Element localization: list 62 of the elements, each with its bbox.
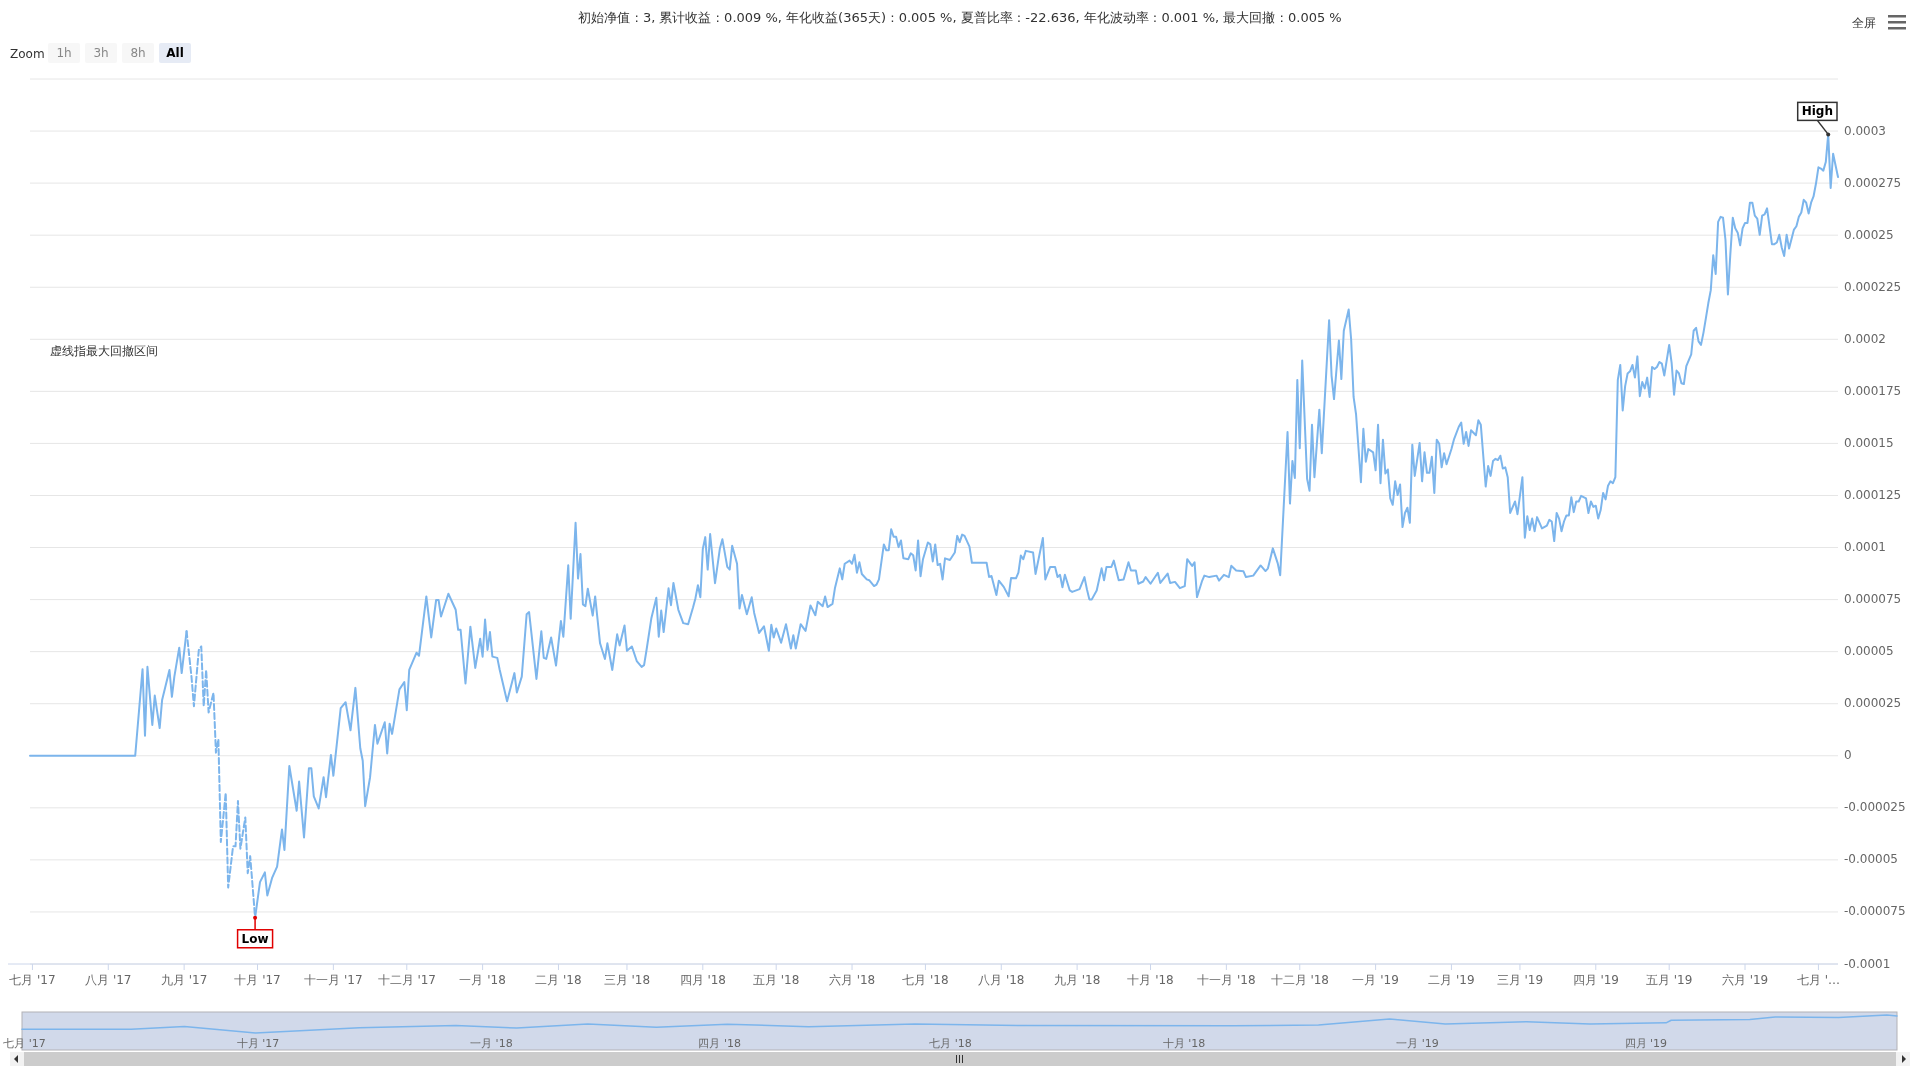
y-tick-label: 0.0001 xyxy=(1844,540,1886,555)
annotation: Low xyxy=(241,931,269,946)
button: All xyxy=(159,43,191,63)
button: 1h xyxy=(48,43,80,63)
y-tick-label: 0.000275 xyxy=(1844,175,1902,190)
x-tick-label: 三月 '19 xyxy=(1496,973,1544,987)
x-tick-label: 十一月 '17 xyxy=(304,973,363,987)
y-tick-label: 0 xyxy=(1844,748,1852,763)
x-tick-label: 七月 '18 xyxy=(902,973,949,987)
y-tick-label: -0.000075 xyxy=(1844,904,1906,919)
y-tick-label: -0.00005 xyxy=(1844,852,1898,867)
button: 8h xyxy=(122,43,154,63)
y-tick-label: 0.000225 xyxy=(1844,279,1902,294)
flag: High xyxy=(1796,101,1838,137)
x-tick-label: 三月 '18 xyxy=(603,973,651,987)
y-tick-label: 0.000075 xyxy=(1844,592,1902,607)
x-tick-label: 一月 '19 xyxy=(1352,973,1399,987)
x-tick-label: 十月 '18 xyxy=(1162,1037,1206,1050)
x-tick-label: 八月 '17 xyxy=(85,973,132,987)
x-tick-label: 七月 '17 xyxy=(3,1037,46,1050)
x-tick-label: 四月 '18 xyxy=(698,1037,741,1050)
x-tick-label: 七月 '… xyxy=(1796,973,1840,987)
x-tick-label: 六月 '18 xyxy=(828,973,876,987)
x-tick-label: 九月 '18 xyxy=(1053,973,1101,987)
x-tick-label: 二月 '18 xyxy=(535,973,582,987)
x-tick-label: 十月 '17 xyxy=(236,1037,280,1050)
x-tick-label: 八月 '18 xyxy=(978,973,1025,987)
x-tick-label: 十月 '17 xyxy=(234,973,281,987)
x-tick-label: 七月 '18 xyxy=(929,1037,972,1050)
x-tick-label: 一月 '19 xyxy=(1396,1037,1439,1050)
annotation: High xyxy=(1801,104,1833,119)
text: Zoom xyxy=(10,47,45,61)
x-tick-label: 六月 '19 xyxy=(1721,973,1769,987)
button: 3h xyxy=(85,43,117,63)
x-tick-label: 十二月 '17 xyxy=(377,973,436,987)
y-tick-label: 0.0002 xyxy=(1844,331,1886,346)
x-tick-label: 二月 '19 xyxy=(1428,973,1475,987)
x-tick-label: 七月 '17 xyxy=(9,973,56,987)
x-tick-label: 五月 '18 xyxy=(753,973,800,987)
x-tick-label: 四月 '18 xyxy=(679,973,726,987)
y-tick-label: 0.000175 xyxy=(1844,383,1902,398)
y-tick-label: 0.000025 xyxy=(1844,696,1902,711)
text: 全屏 xyxy=(1852,16,1876,30)
x-tick-label: 九月 '17 xyxy=(160,973,208,987)
x-tick-label: 一月 '18 xyxy=(470,1037,513,1050)
x-tick-label: 十月 '18 xyxy=(1127,973,1174,987)
y-tick-label: 0.000125 xyxy=(1844,487,1902,502)
y-tick-label: 0.0003 xyxy=(1844,123,1886,138)
flag: Low xyxy=(236,915,274,949)
y-tick-label: 0.00025 xyxy=(1844,227,1894,242)
y-tick-label: -0.000025 xyxy=(1844,800,1906,815)
y-tick-label: 0.00015 xyxy=(1844,435,1894,450)
x-tick-label: 四月 '19 xyxy=(1624,1037,1668,1050)
x-tick-label: 五月 '19 xyxy=(1645,973,1693,987)
x-tick-label: 十二月 '18 xyxy=(1270,973,1329,987)
x-tick-label: 十一月 '18 xyxy=(1197,973,1256,987)
x-tick-label: 四月 '19 xyxy=(1572,973,1619,987)
y-tick-label: 0.00005 xyxy=(1844,644,1894,659)
y-tick-label: -0.0001 xyxy=(1844,956,1891,971)
annotation: 虚线指最大回撤区间 xyxy=(50,344,158,358)
x-tick-label: 一月 '18 xyxy=(459,973,506,987)
chart-title: 初始净值 : 3, 累计收益 : 0.009 %, 年化收益(365天) : 0.005 %, 夏普比率 : -22.636, 年化波动率 : 0.001 %, 最大回撤 : 0.005 % xyxy=(578,10,1342,25)
